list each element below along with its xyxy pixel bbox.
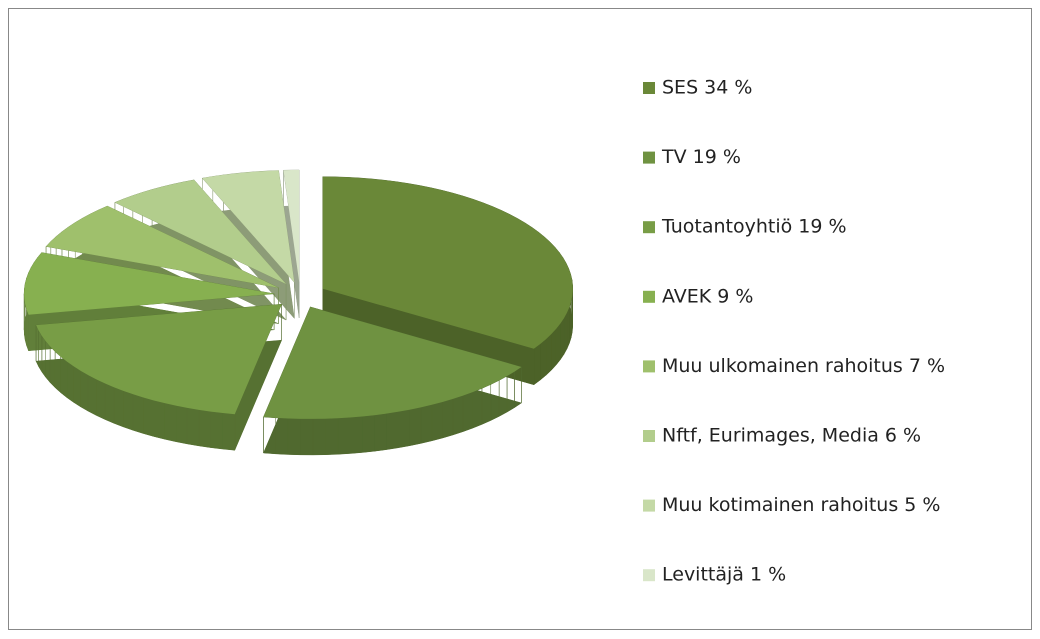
slice [322, 176, 573, 349]
legend-label: Nftf, Eurimages, Media 6 % [662, 425, 921, 447]
legend-label: TV 19 % [661, 146, 741, 168]
legend-label: Muu ulkomainen rahoitus 7 % [662, 355, 945, 377]
legend-swatch [643, 290, 655, 303]
slice [24, 252, 275, 315]
legend-swatch [643, 430, 655, 442]
legend-swatch [643, 360, 655, 373]
legend-label: AVEK 9 % [662, 285, 753, 307]
legend-label: Tuotantoyhtiö 19 % [661, 216, 847, 238]
slice [36, 304, 282, 415]
legend-swatch [643, 82, 655, 94]
slice [283, 170, 300, 283]
legend-label: SES 34 % [662, 77, 752, 99]
legend: SES 34 % TV 19 % Tuotantoyhtiö 19 % AVEK 9 … [643, 77, 945, 586]
pie [23, 169, 573, 456]
legend-swatch [643, 569, 655, 582]
legend-label: Levittäjä 1 % [662, 564, 786, 586]
slice [263, 306, 522, 419]
slice [114, 179, 287, 285]
slice [202, 170, 295, 283]
legend-swatch [643, 499, 655, 512]
legend-swatch [643, 221, 655, 234]
legend-swatch [643, 151, 655, 164]
legend-label: Muu kotimainen rahoitus 5 % [662, 494, 940, 516]
slice [46, 206, 279, 288]
